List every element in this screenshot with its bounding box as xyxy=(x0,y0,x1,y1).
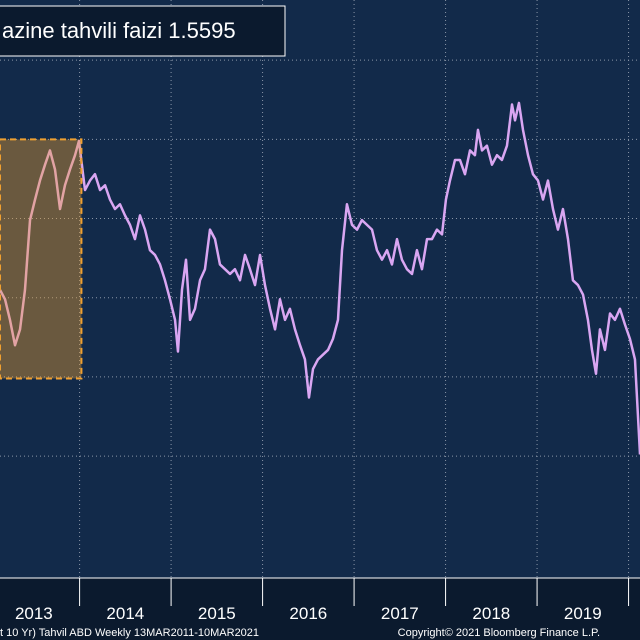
lines xyxy=(0,101,640,455)
x-tick-label: 2014 xyxy=(106,604,144,623)
grid xyxy=(0,0,640,578)
x-tick-label: 2018 xyxy=(472,604,510,623)
plot-background xyxy=(0,0,640,578)
x-tick-label: 2017 xyxy=(381,604,419,623)
footer-left: t 10 Yr) Tahvil ABD Weekly 13MAR2011-10M… xyxy=(0,627,259,639)
series-line xyxy=(0,101,640,455)
chart-title: azine tahvili faizi 1.5595 xyxy=(2,18,236,43)
highlight-box xyxy=(0,138,83,380)
title-box xyxy=(0,5,286,57)
footer-right: Copyright© 2021 Bloomberg Finance L.P. xyxy=(398,627,600,639)
overlay xyxy=(0,138,83,380)
x-tick-label: 2013 xyxy=(15,604,53,623)
x-tick-label: 2016 xyxy=(289,604,327,623)
x-tick-label: 2015 xyxy=(198,604,236,623)
x-tick-label: 2019 xyxy=(564,604,602,623)
